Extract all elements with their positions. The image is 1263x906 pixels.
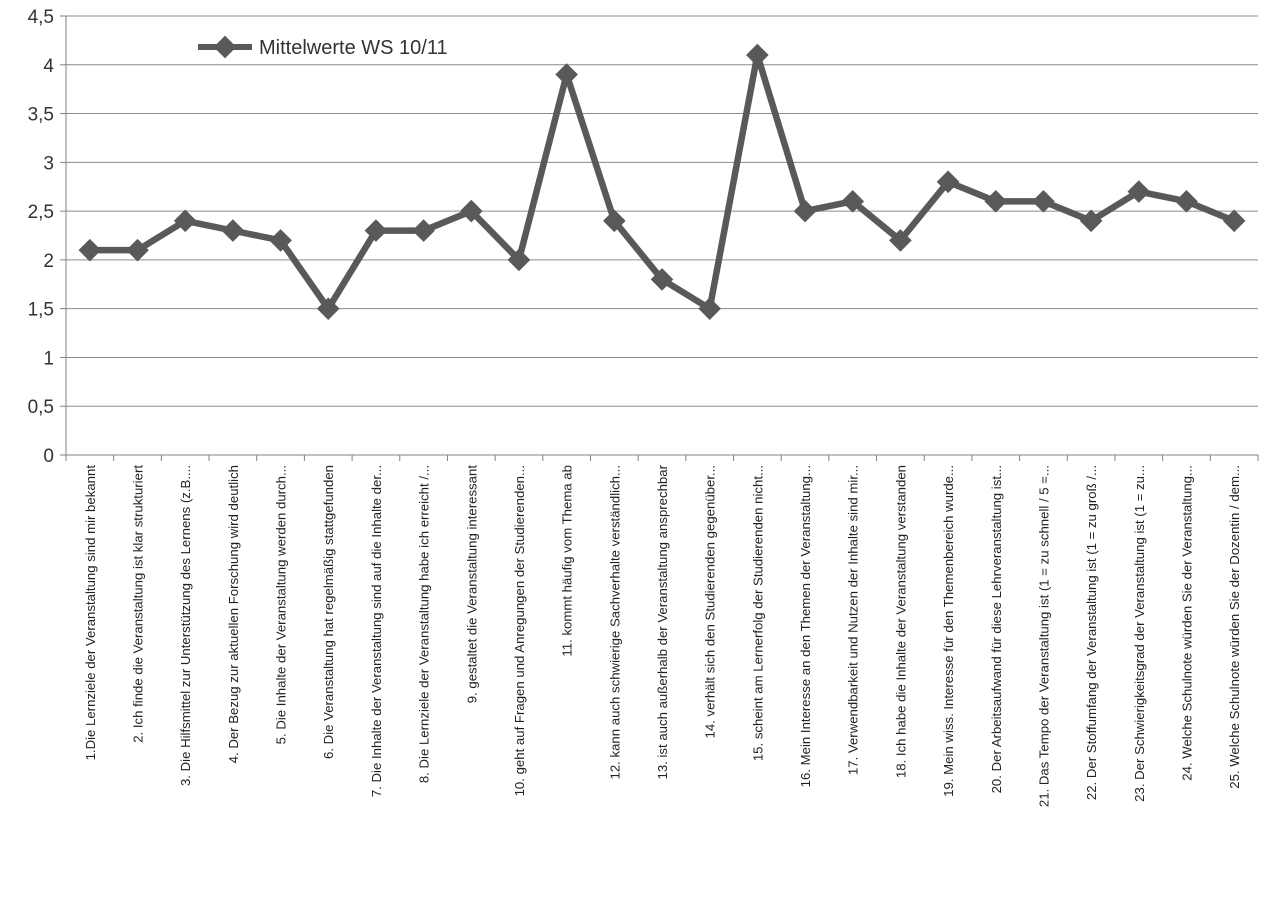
data-point xyxy=(984,190,1008,213)
x-tick-label: 6. Die Veranstaltung hat regelmäßig stat… xyxy=(321,465,336,759)
data-point xyxy=(221,219,245,242)
x-tick-label: 2. Ich finde die Veranstaltung ist klar … xyxy=(131,465,146,743)
y-tick-label: 0 xyxy=(43,446,54,467)
x-tick-label: 12. kann auch schwierige Sachverhalte ve… xyxy=(607,465,622,779)
y-axis-ticks: 0 0,5 1 1,5 2 2,5 3 3,5 4 4,5 xyxy=(28,7,66,467)
y-tick-label: 4 xyxy=(43,56,54,77)
axes xyxy=(65,16,1258,456)
x-tick-label: 3. Die Hilfsmittel zur Unterstützung des… xyxy=(178,465,193,786)
x-tick-label: 21. Das Tempo der Veranstaltung ist (1 =… xyxy=(1036,465,1051,807)
x-tick-label: 8. Die Lernziele der Veranstaltung habe … xyxy=(417,465,432,783)
x-tick-label: 11. kommt häufig vom Thema ab xyxy=(560,465,575,657)
data-point xyxy=(78,238,102,262)
x-tick-label: 1.Die Lernziele der Veranstaltung sind m… xyxy=(83,465,98,761)
y-tick-label: 3,5 xyxy=(28,105,54,126)
x-tick-label: 19. Mein wiss. Interesse für den Themenb… xyxy=(941,465,956,797)
legend: Mittelwerte WS 10/11 xyxy=(198,35,448,59)
data-point xyxy=(793,199,817,223)
data-point xyxy=(316,297,340,320)
y-tick-label: 2 xyxy=(43,251,54,272)
x-tick-label: 17. Verwendbarkeit und Nutzen der Inhalt… xyxy=(846,465,861,775)
data-point xyxy=(746,43,769,67)
gridlines xyxy=(66,15,1258,407)
data-point xyxy=(650,268,674,291)
x-tick-label: 7. Die Inhalte der Veranstaltung sind au… xyxy=(369,465,384,797)
x-tick-label: 16. Mein Interesse an den Themen der Ver… xyxy=(798,465,813,787)
x-tick-label: 4. Der Bezug zur aktuellen Forschung wir… xyxy=(226,465,241,763)
legend-label: Mittelwerte WS 10/11 xyxy=(259,37,448,59)
data-point xyxy=(555,63,578,86)
data-point xyxy=(1175,190,1198,213)
x-tick-label: 24. Welche Schulnote würden Sie der Vera… xyxy=(1179,465,1194,781)
x-axis-ticks: 1.Die Lernziele der Veranstaltung sind m… xyxy=(65,455,1259,807)
series-group xyxy=(78,43,1246,320)
x-tick-label: 23. Der Schwierigkeitsgrad der Veranstal… xyxy=(1132,465,1147,802)
data-point xyxy=(698,297,721,320)
x-tick-label: 15. scheint am Lernerfolg der Studierend… xyxy=(750,465,765,761)
data-point xyxy=(412,219,435,242)
x-tick-label: 9. gestaltet die Veranstaltung interessa… xyxy=(464,465,479,704)
legend-marker-swatch xyxy=(213,35,237,59)
x-tick-label: 20. Der Arbeitsaufwand für diese Lehrver… xyxy=(989,465,1004,793)
x-tick-label: 10. geht auf Fragen und Anregungen der S… xyxy=(512,465,527,796)
x-tick-label: 5. Die Inhalte der Veranstaltung werden … xyxy=(274,465,289,744)
y-tick-label: 4,5 xyxy=(28,7,54,28)
data-point xyxy=(1032,190,1055,213)
x-tick-label: 22. Der Stoffumfang der Veranstaltung is… xyxy=(1084,465,1099,800)
x-tick-label: 14. verhält sich den Studierenden gegenü… xyxy=(703,465,718,738)
y-tick-label: 0,5 xyxy=(28,397,54,418)
x-tick-label: 25. Welche Schulnote würden Sie der Doze… xyxy=(1227,465,1242,789)
x-tick-label: 13. ist auch außerhalb der Veranstaltung… xyxy=(655,464,670,779)
y-tick-label: 1,5 xyxy=(28,300,54,321)
data-point xyxy=(1222,209,1246,233)
y-tick-label: 3 xyxy=(43,153,54,174)
x-tick-label: 18. Ich habe die Inhalte der Veranstaltu… xyxy=(893,465,908,778)
y-tick-label: 2,5 xyxy=(28,202,54,223)
y-tick-label: 1 xyxy=(43,348,54,369)
